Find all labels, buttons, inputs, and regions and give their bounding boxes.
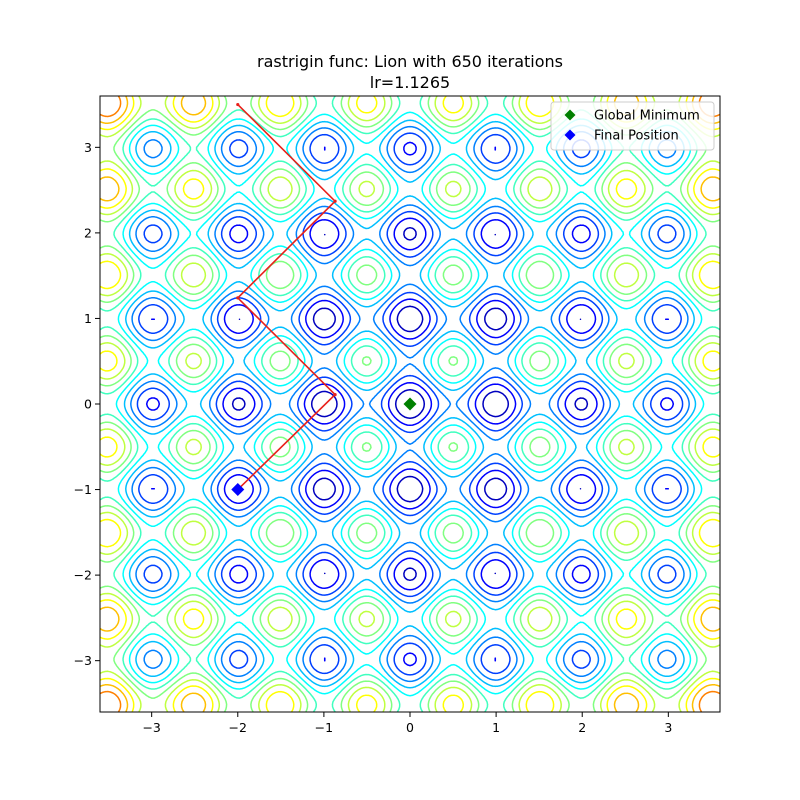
trajectory-point-1 (333, 199, 337, 203)
x-tick-label-3: 3 (664, 720, 672, 735)
contour-level-9 (100, 96, 720, 712)
y-tick-label--2: −2 (74, 568, 92, 583)
contour-level-0 (231, 226, 589, 582)
x-tick-label--1: −1 (315, 720, 333, 735)
legend-swatch-0 (564, 109, 576, 121)
legend: Global Minimum Final Position (550, 101, 715, 151)
contour-level-4 (123, 119, 697, 689)
legend-entry-1: Final Position (594, 129, 679, 144)
contour-level-2 (136, 132, 684, 676)
legend-entry-0: Global Minimum (594, 109, 700, 124)
trajectory-point-2 (236, 296, 240, 300)
x-tick-label--2: −2 (229, 720, 247, 735)
y-tick-label-0: 0 (84, 397, 92, 412)
x-tick-label-1: 1 (492, 720, 500, 735)
trajectory-point-3 (333, 392, 337, 397)
x-tick-label-2: 2 (578, 720, 586, 735)
legend-box (550, 101, 715, 151)
contour-level-3 (130, 125, 690, 683)
contour-background (100, 96, 720, 712)
y-tick-label--3: −3 (74, 653, 92, 668)
y-tick-label--1: −1 (74, 482, 92, 497)
global-minimum-marker (403, 397, 417, 411)
x-tick-label-0: 0 (406, 720, 414, 735)
trajectory-point-0 (236, 102, 240, 107)
y-tick-label-1: 1 (84, 311, 92, 326)
chart-title: rastrigin func: Lion with 650 iterations (257, 52, 563, 71)
contour-level-8 (100, 96, 720, 712)
chart-markers (231, 397, 417, 497)
y-tick-label-3: 3 (84, 140, 92, 155)
y-axis: −3 −2 −1 0 1 2 3 (74, 140, 100, 668)
legend-swatch-1 (564, 129, 576, 141)
contour-level-6 (100, 96, 720, 712)
x-axis: −3 −2 −1 0 1 2 3 (142, 712, 672, 735)
contour-level-1 (145, 141, 675, 667)
contour-level-5 (115, 111, 705, 697)
final-position-marker (231, 483, 245, 497)
y-tick-label-2: 2 (84, 225, 92, 240)
x-tick-label--3: −3 (142, 720, 160, 735)
contour-level-7 (100, 96, 720, 712)
chart-subtitle: lr=1.1265 (370, 73, 450, 92)
